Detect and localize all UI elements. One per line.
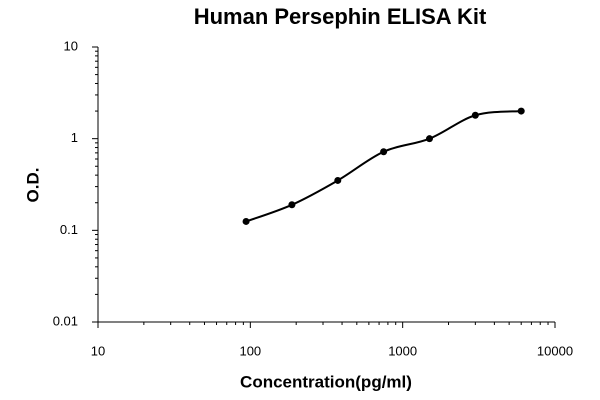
- x-tick-label: 1000: [388, 343, 417, 358]
- data-point: [334, 176, 342, 184]
- x-tick-label: 10: [91, 343, 105, 358]
- y-axis-label: O.D.: [23, 168, 42, 203]
- x-axis-label: Concentration(pg/ml): [240, 372, 412, 391]
- y-tick-label: 1: [71, 130, 78, 145]
- fit-curve: [245, 110, 522, 223]
- data-point: [380, 148, 388, 156]
- y-tick-label: 0.01: [53, 313, 78, 328]
- data-point: [517, 107, 525, 115]
- y-tick-label: 10: [64, 38, 78, 53]
- y-tick-label: 0.1: [60, 222, 78, 237]
- chart-title: Human Persephin ELISA Kit: [194, 4, 487, 29]
- data-point: [242, 217, 250, 225]
- data-point: [471, 111, 479, 119]
- x-tick-label: 10000: [537, 343, 573, 358]
- x-tick-label: 100: [239, 343, 261, 358]
- data-point: [425, 135, 433, 143]
- data-point: [288, 201, 296, 209]
